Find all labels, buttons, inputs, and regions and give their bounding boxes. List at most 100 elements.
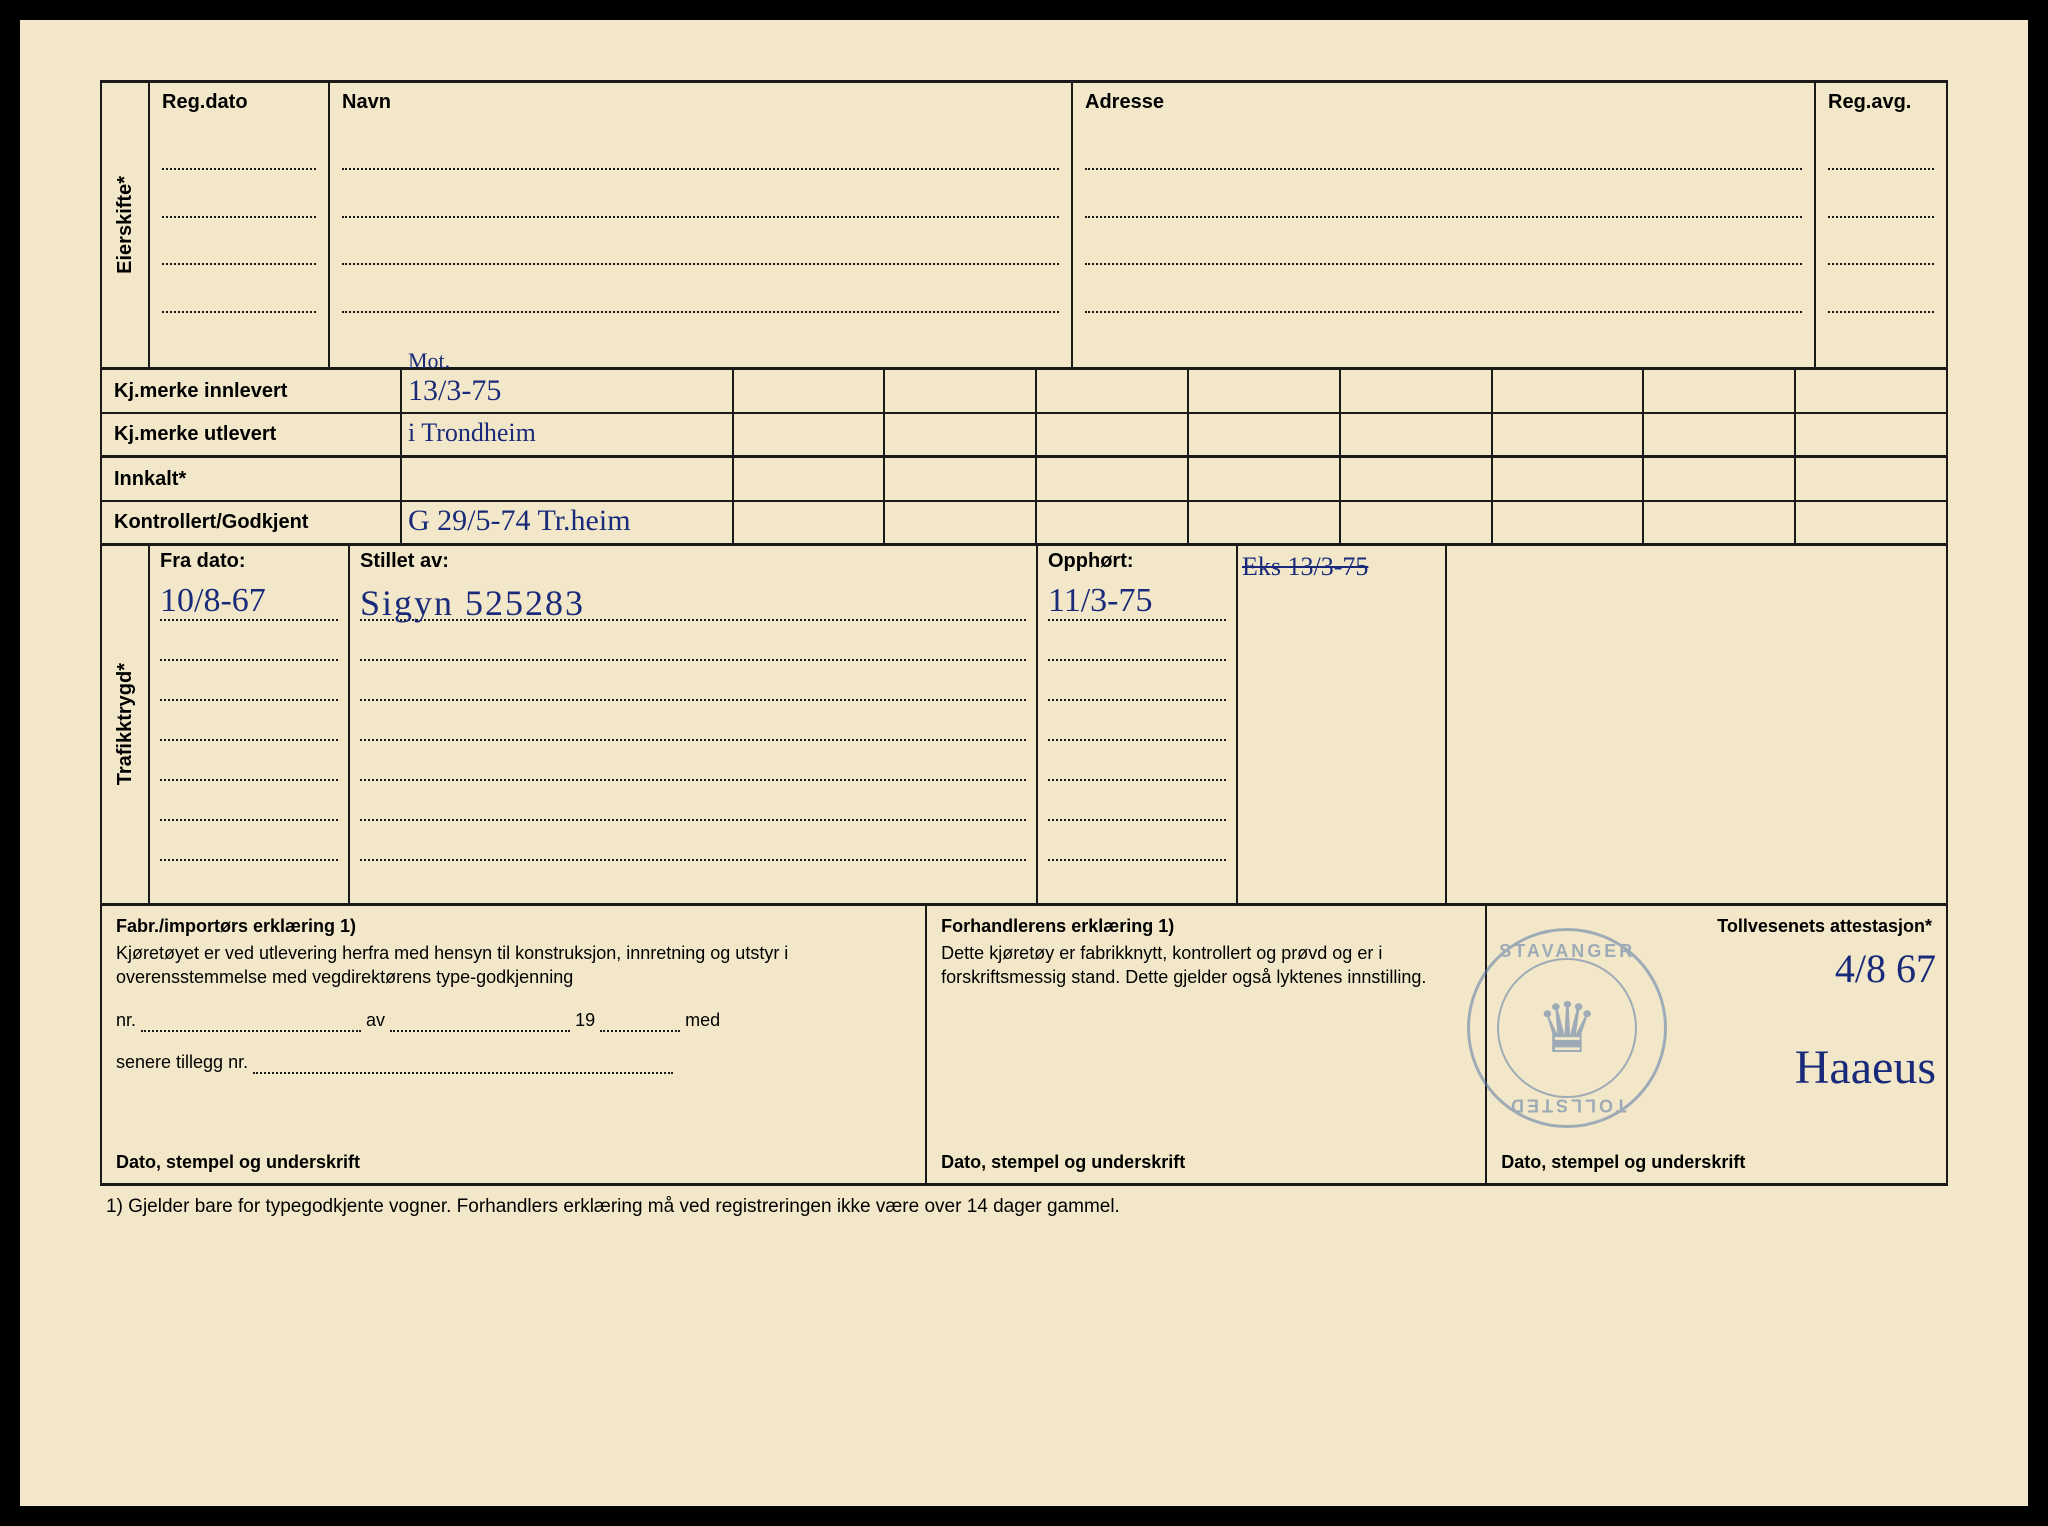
hand-extra: Eks 13/3-75 [1242,552,1368,582]
mcell [1644,414,1796,455]
row-innkalt: Innkalt* [102,458,1946,502]
dotted-line [342,263,1059,265]
fabr-line1: nr. av 19 med [116,1008,911,1032]
trafikktrygd-columns: Fra dato: 10/8-67 Stillet av: Sigyn 5 [150,546,1946,903]
cells-kontrollert: G 29/5-74 Tr.heim [402,502,1946,543]
col-blank1: Eks 13/3-75 [1238,546,1447,903]
cells-kjmerke-utlevert: i Trondheim [402,414,1946,455]
mcell [1189,414,1341,455]
row-kontrollert: Kontrollert/Godkjent G 29/5-74 Tr.heim [102,502,1946,546]
dotted-line [162,263,316,265]
dotted-inline [141,1030,361,1032]
mcell: G 29/5-74 Tr.heim [402,502,734,543]
hand-utlevert: i Trondheim [408,418,536,448]
col-fradato: Fra dato: 10/8-67 [150,546,350,903]
col-forh: Forhandlerens erklæring 1) Dette kjøretø… [927,906,1487,1183]
dotted-line [1085,168,1802,170]
mcell [1493,502,1645,543]
mcell: i Trondheim [402,414,734,455]
fabr-sig: Dato, stempel og underskrift [116,1146,911,1173]
label-innkalt: Innkalt* [102,458,402,500]
col-adresse: Adresse [1073,83,1816,367]
dotted-line [1048,859,1226,861]
hand-toll-sig: Haaeus [1795,1036,1936,1101]
hand-toll-date: 4/8 67 [1835,942,1936,996]
mcell [1796,458,1946,500]
header-stilletav: Stillet av: [360,550,1026,573]
mcell [1493,414,1645,455]
eierskifte-sidelabel-text: Eierskifte* [114,176,137,274]
dotted-line [1828,263,1934,265]
label-med: med [685,1010,720,1030]
dotted-line [342,168,1059,170]
mcell [1341,414,1493,455]
col-toll: Tollvesenets attestasjon* STAVANGER ♛ TO… [1487,906,1946,1183]
dotted-line [160,779,338,781]
header-regavg: Reg.avg. [1828,91,1934,114]
dotted-line [1048,699,1226,701]
label-19: 19 [575,1010,595,1030]
footer-section: Fabr./importørs erklæring 1) Kjøretøyet … [100,906,1948,1186]
adresse-rows [1085,122,1802,359]
mcell [885,414,1037,455]
middle-section: Kj.merke innlevert Mot. 13/3-75 [100,370,1948,546]
mcell [885,458,1037,500]
mcell [1189,370,1341,412]
hand-kontrollert: G 29/5-74 Tr.heim [408,504,631,538]
dotted-line [160,699,338,701]
mcell [1796,414,1946,455]
dotted-line [342,216,1059,218]
stamp-text-bottom: TOLLSTED [1508,1093,1627,1117]
hand-fradato: 10/8-67 [160,582,266,620]
mcell: Mot. 13/3-75 [402,370,734,412]
stamp-inner: ♛ [1497,958,1637,1098]
regdato-rows [162,122,316,359]
opphort-rows [1048,581,1226,899]
header-fradato: Fra dato: [160,550,338,573]
col-navn: Navn [330,83,1073,367]
mcell [1341,458,1493,500]
stamp-text-top: STAVANGER [1499,939,1635,963]
hand-innlevert: 13/3-75 [408,374,501,408]
dotted-line [1085,263,1802,265]
label-senere: senere tillegg nr. [116,1052,248,1072]
dotted-line [162,168,316,170]
label-nr: nr. [116,1010,136,1030]
dotted-line [1828,168,1934,170]
cells-innkalt [402,458,1946,500]
dotted-line [360,699,1026,701]
label-av: av [366,1010,385,1030]
col-opphort: Opphørt: 11/3-75 [1038,546,1238,903]
mcell [1644,502,1796,543]
label-kontrollert: Kontrollert/Godkjent [102,502,402,543]
dotted-line [1048,779,1226,781]
forh-body: Dette kjøretøy er fabrikknytt, kontrolle… [941,941,1471,1146]
mcell [734,458,886,500]
col-blank2 [1447,546,1946,903]
mcell [1189,458,1341,500]
dotted-line [360,819,1026,821]
hand-opphort: 11/3-75 [1048,582,1153,620]
mcell [1037,458,1189,500]
row-kjmerke-innlevert: Kj.merke innlevert Mot. 13/3-75 [102,370,1946,414]
mcell [734,414,886,455]
eierskifte-columns: Reg.dato Navn [150,83,1946,367]
footnote: 1) Gjelder bare for typegodkjente vogner… [100,1186,1948,1218]
dotted-line [162,216,316,218]
header-opphort: Opphørt: [1048,550,1226,573]
col-fabr: Fabr./importørs erklæring 1) Kjøretøyet … [102,906,927,1183]
dotted-line [360,739,1026,741]
hand-stilletav: Sigyn 525283 [360,582,585,624]
dotted-inline [253,1072,673,1074]
mcell [885,502,1037,543]
trafikktrygd-sidelabel-text: Trafikktrygd* [114,663,137,785]
navn-rows [342,122,1059,359]
dotted-line [1085,216,1802,218]
mcell [1037,414,1189,455]
dotted-line [1085,311,1802,313]
mcell [1644,458,1796,500]
eierskifte-section: Eierskifte* Reg.dato Navn [100,80,1948,370]
dotted-line [342,311,1059,313]
dotted-line [160,859,338,861]
dotted-line [1828,311,1934,313]
